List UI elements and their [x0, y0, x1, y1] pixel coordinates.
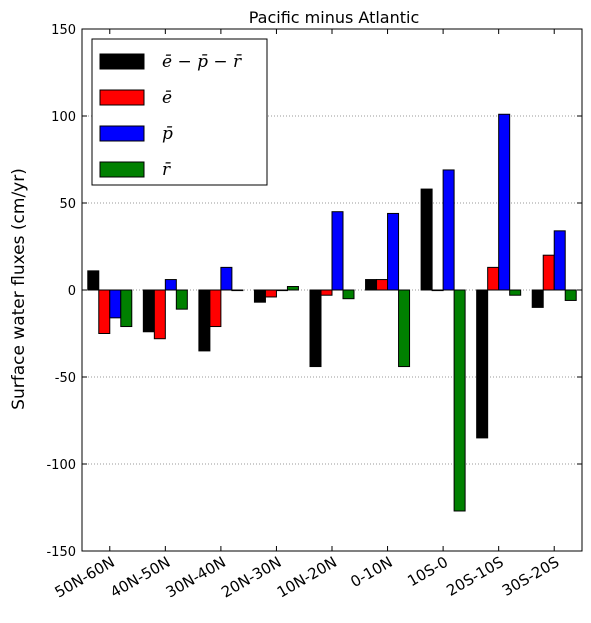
bar — [487, 266, 500, 291]
x-tick-label: 30N-40N — [163, 553, 229, 602]
legend-swatch — [99, 125, 145, 142]
bar — [286, 286, 299, 291]
bar — [331, 211, 344, 291]
x-tick-label: 20N-30N — [218, 553, 284, 602]
bar — [209, 289, 222, 328]
y-tick-label: 100 — [51, 110, 76, 125]
legend: ē − p̄ − r̄ ē p̄ r̄ — [91, 38, 268, 186]
bar — [431, 289, 444, 292]
bar — [120, 289, 133, 328]
bar — [320, 289, 333, 296]
bar — [98, 289, 111, 334]
bar — [275, 289, 288, 292]
bar — [420, 188, 433, 291]
bars — [87, 113, 577, 512]
legend-swatch — [99, 89, 145, 106]
y-tick-label: 50 — [59, 197, 76, 212]
bar — [253, 289, 266, 303]
bar — [476, 289, 489, 439]
bar — [509, 289, 522, 296]
y-tick-label: 0 — [68, 284, 76, 299]
bar — [164, 279, 177, 291]
bar — [264, 289, 277, 298]
y-axis-label: Surface water fluxes (cm/yr) — [9, 168, 29, 410]
x-tick-label: 50N-60N — [52, 553, 118, 602]
bar — [198, 289, 211, 352]
bar — [109, 289, 122, 319]
legend-label: ē − p̄ − r̄ — [162, 52, 242, 72]
legend-swatch — [99, 53, 145, 70]
y-tick-label: 150 — [51, 23, 76, 38]
bar — [142, 289, 155, 333]
x-tick-label: 10N-20N — [274, 553, 340, 602]
bar — [531, 289, 544, 308]
legend-label: ē — [162, 88, 172, 108]
legend-swatch — [99, 161, 145, 178]
legend-label: r̄ — [162, 160, 171, 180]
x-tick-label: 30S-20S — [499, 553, 562, 600]
legend-label: p̄ — [162, 124, 173, 144]
bar — [453, 289, 466, 512]
bar — [309, 289, 322, 368]
bar — [398, 289, 411, 368]
bar — [387, 212, 400, 291]
x-tick-label: 20S-10S — [443, 553, 506, 600]
bar — [542, 254, 555, 291]
y-tick-label: -50 — [55, 371, 76, 386]
bar — [442, 169, 455, 291]
bar — [153, 289, 166, 340]
bar — [564, 289, 577, 301]
y-tick-label: -150 — [46, 545, 76, 560]
x-tick-label: 40N-50N — [107, 553, 173, 602]
y-tick-label: -100 — [46, 458, 76, 473]
bar — [376, 279, 389, 291]
bar — [220, 266, 233, 291]
bar — [231, 289, 244, 292]
bar — [553, 230, 566, 291]
bar — [175, 289, 188, 310]
bar — [365, 279, 378, 291]
chart-title: Pacific minus Atlantic — [249, 8, 420, 27]
bar — [87, 270, 100, 291]
bar — [498, 113, 511, 291]
x-tick-label: 0-10N — [347, 553, 395, 591]
bar — [342, 289, 355, 300]
